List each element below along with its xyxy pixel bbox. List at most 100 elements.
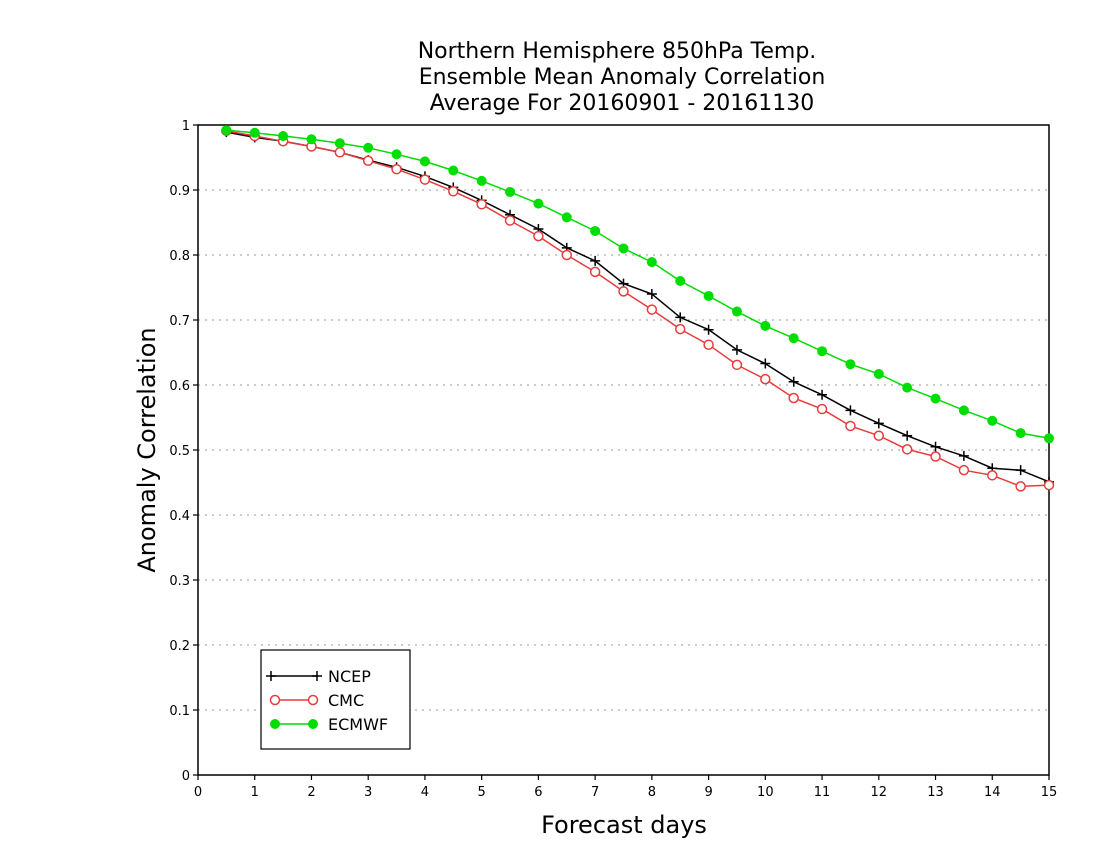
y-tick-label: 0.7	[169, 314, 190, 329]
data-point-cmc	[646, 304, 658, 315]
x-tick-label: 9	[704, 785, 712, 800]
series-cmc	[221, 125, 1055, 492]
data-point-cmc	[788, 392, 799, 404]
series-line-cmc	[226, 130, 1050, 488]
data-point-ecmwf	[249, 127, 260, 138]
legend-label-cmc: CMC	[328, 691, 364, 710]
series-layer	[221, 125, 1055, 492]
data-point-cmc	[731, 359, 743, 371]
y-tick-label: 0.8	[169, 249, 190, 264]
data-point-ecmwf	[930, 393, 941, 404]
data-point-cmc	[987, 470, 998, 481]
chart-title-line-3: Average For 20160901 - 20161130	[430, 91, 815, 116]
x-tick-label: 2	[307, 785, 315, 800]
data-point-ecmwf	[391, 149, 402, 160]
series-ecmwf	[221, 125, 1054, 444]
data-point-ecmwf	[561, 212, 572, 223]
data-point-cmc	[816, 403, 828, 415]
y-tick-label: 0.5	[169, 444, 190, 459]
x-axis-label: Forecast days	[541, 811, 707, 839]
data-point-ecmwf	[1015, 428, 1026, 439]
x-tick-label: 8	[648, 785, 656, 800]
x-tick-label: 13	[927, 785, 944, 800]
data-point-cmc	[561, 249, 573, 261]
y-tick-label: 0.2	[169, 639, 190, 654]
chart-title-line-1: Northern Hemisphere 850hPa Temp.	[418, 39, 817, 64]
series-line-ecmwf	[226, 129, 1050, 440]
data-point-cmc	[448, 186, 459, 197]
data-point-ecmwf	[646, 257, 657, 268]
legend-marker-ecmwf	[308, 719, 318, 729]
data-point-ecmwf	[675, 276, 686, 286]
data-point-ecmwf	[873, 368, 884, 379]
data-point-ncep	[788, 376, 799, 387]
data-point-cmc	[504, 215, 516, 226]
y-tick-label: 0.6	[169, 379, 190, 394]
y-tick-label: 1	[182, 119, 190, 134]
data-point-ecmwf	[278, 131, 289, 142]
data-point-ecmwf	[1044, 433, 1054, 444]
data-point-ecmwf	[987, 415, 998, 426]
data-point-ecmwf	[221, 125, 232, 136]
data-point-cmc	[845, 420, 856, 432]
data-point-ecmwf	[306, 134, 317, 145]
data-point-ncep	[675, 312, 686, 323]
x-tick-label: 11	[814, 785, 831, 800]
series-ncep	[221, 127, 1054, 487]
data-point-ecmwf	[817, 346, 828, 357]
data-point-cmc	[334, 147, 346, 158]
data-point-cmc	[391, 163, 402, 175]
data-point-ecmwf	[419, 156, 430, 167]
legend-marker-cmc	[269, 694, 281, 706]
y-tick-label: 0.4	[169, 509, 190, 524]
data-point-ncep	[902, 430, 913, 441]
data-point-ncep	[760, 358, 771, 369]
data-point-ncep	[731, 344, 742, 355]
data-point-cmc	[873, 430, 885, 441]
data-point-cmc	[1043, 479, 1055, 491]
x-tick-label: 5	[478, 785, 486, 800]
data-point-ecmwf	[788, 333, 799, 344]
x-tick-label: 1	[251, 785, 259, 800]
x-tick-label: 7	[591, 785, 599, 800]
data-point-cmc	[674, 323, 686, 335]
data-point-cmc	[589, 266, 601, 278]
data-point-cmc	[1015, 481, 1026, 492]
data-point-ncep	[646, 289, 657, 299]
y-tick-label: 0	[182, 769, 190, 784]
legend-marker-cmc	[307, 694, 319, 706]
legend-label-ecmwf: ECMWF	[328, 715, 388, 734]
data-point-ncep	[958, 450, 969, 461]
series-line-ncep	[226, 131, 1050, 483]
y-tick-label: 0.9	[169, 184, 190, 199]
data-point-cmc	[958, 464, 970, 476]
x-tick-label: 14	[984, 785, 1001, 800]
data-point-ecmwf	[845, 359, 856, 370]
data-point-ecmwf	[363, 142, 374, 153]
x-tick-label: 3	[364, 785, 372, 800]
data-point-ncep	[703, 324, 714, 335]
data-point-ncep	[1015, 465, 1026, 476]
legend-marker-ecmwf	[270, 719, 280, 729]
data-point-ncep	[873, 418, 884, 429]
y-axis-label: Anomaly Correlation	[133, 327, 161, 572]
data-point-ecmwf	[703, 290, 714, 301]
data-point-cmc	[362, 155, 374, 166]
x-tick-label: 4	[421, 785, 429, 800]
data-point-ecmwf	[476, 175, 487, 186]
data-point-cmc	[476, 199, 487, 210]
chart-title-line-2: Ensemble Mean Anomaly Correlation	[419, 65, 826, 90]
data-point-ecmwf	[731, 306, 742, 317]
data-point-ecmwf	[902, 382, 913, 393]
x-tick-label: 10	[757, 785, 774, 800]
data-point-ncep	[930, 441, 941, 452]
data-point-cmc	[419, 174, 431, 185]
y-tick-label: 0.3	[169, 574, 190, 589]
data-point-ecmwf	[618, 243, 629, 254]
data-point-ecmwf	[958, 405, 969, 416]
data-point-ecmwf	[590, 225, 601, 236]
x-tick-label: 6	[534, 785, 542, 800]
y-tick-label: 0.1	[169, 704, 190, 719]
data-point-ncep	[590, 255, 601, 266]
